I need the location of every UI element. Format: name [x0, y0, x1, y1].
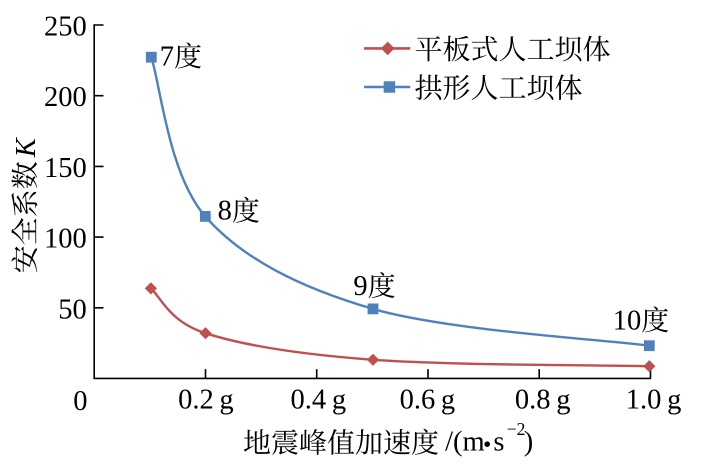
- svg-text:K: K: [11, 136, 42, 158]
- svg-text:8: 8: [218, 196, 232, 227]
- svg-text:250: 250: [44, 12, 87, 43]
- svg-text:0.2 g: 0.2 g: [178, 385, 234, 416]
- svg-text:0.4 g: 0.4 g: [291, 385, 347, 416]
- svg-text:200: 200: [44, 82, 87, 113]
- svg-text:/(m: /(m: [445, 427, 485, 458]
- svg-text:−2: −2: [507, 419, 526, 439]
- svg-text:): ): [524, 427, 534, 458]
- svg-text:0.6 g: 0.6 g: [400, 385, 456, 416]
- svg-text:0: 0: [73, 386, 87, 417]
- svg-text:100: 100: [44, 224, 87, 255]
- svg-text:s: s: [493, 427, 504, 458]
- svg-text:0.8 g: 0.8 g: [515, 385, 571, 416]
- svg-text:50: 50: [58, 294, 87, 325]
- svg-text:10: 10: [613, 305, 642, 336]
- svg-text:150: 150: [44, 153, 87, 184]
- svg-text:1.0 g: 1.0 g: [626, 385, 682, 416]
- svg-text:9: 9: [353, 271, 367, 302]
- svg-text:7: 7: [160, 41, 174, 72]
